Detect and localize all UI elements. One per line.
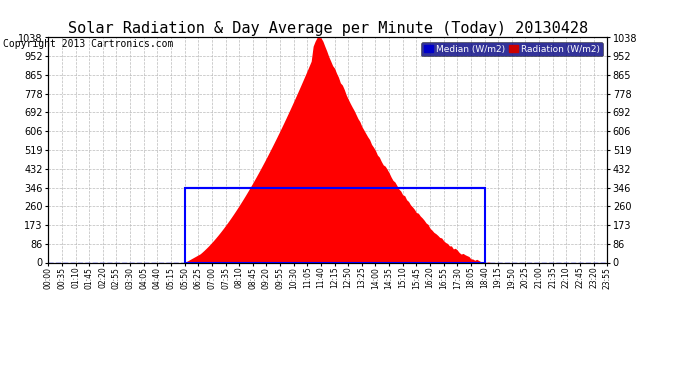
Text: Copyright 2013 Cartronics.com: Copyright 2013 Cartronics.com [3,39,174,50]
Bar [185,188,484,262]
Title: Solar Radiation & Day Average per Minute (Today) 20130428: Solar Radiation & Day Average per Minute… [68,21,588,36]
Legend: Median (W/m2), Radiation (W/m2): Median (W/m2), Radiation (W/m2) [421,42,602,56]
